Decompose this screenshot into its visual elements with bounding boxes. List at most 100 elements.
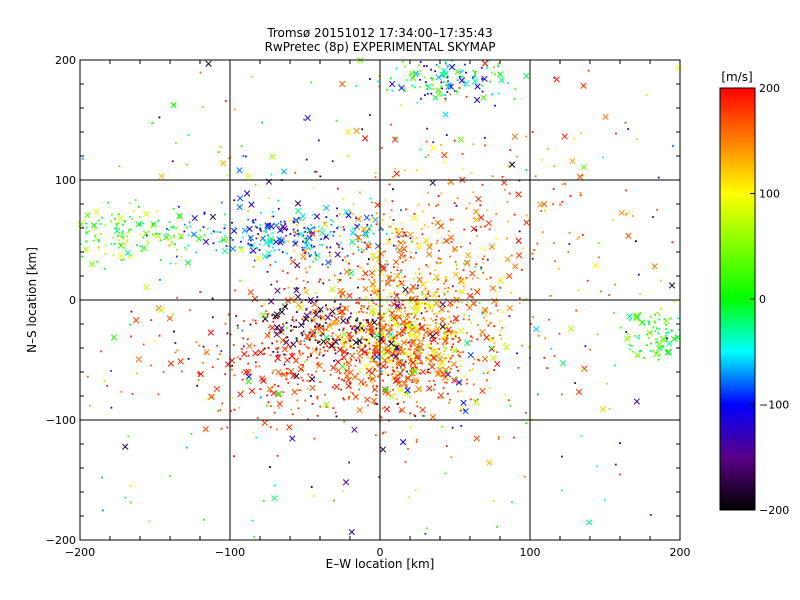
data-point-dot bbox=[174, 262, 177, 265]
data-point-dot bbox=[366, 223, 369, 226]
data-point-dot bbox=[196, 371, 199, 374]
data-point-dot bbox=[401, 276, 403, 279]
data-point-dot bbox=[362, 249, 365, 252]
data-point-dot bbox=[480, 334, 483, 337]
data-point-dot bbox=[533, 249, 535, 251]
data-point-dot bbox=[272, 350, 275, 353]
data-point-dot bbox=[432, 319, 435, 322]
data-point-dot bbox=[429, 330, 432, 332]
data-point-dot bbox=[270, 173, 273, 176]
data-point-dot bbox=[439, 301, 442, 304]
data-point-dot bbox=[490, 71, 493, 74]
data-point-dot bbox=[677, 317, 680, 320]
data-point-dot bbox=[407, 332, 410, 335]
data-point-dot bbox=[429, 295, 431, 297]
data-point-dot bbox=[265, 310, 267, 313]
data-point-dot bbox=[425, 140, 428, 143]
data-point-dot bbox=[393, 291, 396, 294]
data-point-dot bbox=[426, 265, 429, 268]
x-tick-label: 200 bbox=[670, 546, 691, 559]
data-point-dot bbox=[362, 306, 365, 309]
data-point-dot bbox=[371, 297, 373, 299]
data-point-cross bbox=[264, 224, 271, 231]
data-point-dot bbox=[291, 352, 293, 355]
data-point-dot bbox=[663, 318, 666, 321]
data-point-dot bbox=[247, 218, 250, 221]
data-point-dot bbox=[629, 318, 631, 321]
data-point-dot bbox=[241, 378, 244, 381]
data-point-dot bbox=[303, 339, 306, 342]
data-point-dot bbox=[252, 221, 255, 224]
data-point-cross bbox=[288, 295, 295, 303]
data-point-dot bbox=[456, 306, 459, 309]
data-point-dot bbox=[202, 345, 205, 348]
data-point-dot bbox=[443, 350, 446, 353]
data-point-dot bbox=[384, 343, 387, 346]
data-point-cross bbox=[399, 438, 407, 446]
data-point-cross bbox=[110, 334, 118, 341]
data-point-cross bbox=[236, 167, 243, 174]
data-point-dot bbox=[426, 280, 429, 283]
y-tick-label: 100 bbox=[55, 174, 76, 187]
data-point-dot bbox=[398, 385, 401, 388]
data-point-dot bbox=[268, 466, 271, 469]
data-point-dot bbox=[560, 489, 563, 492]
data-point-dot bbox=[187, 134, 190, 136]
data-point-dot bbox=[342, 313, 344, 315]
colorbar-tick-label: −100 bbox=[759, 399, 789, 412]
data-point-dot bbox=[252, 219, 254, 222]
data-point-dot bbox=[226, 332, 229, 335]
data-point-dot bbox=[573, 137, 576, 140]
data-point-dot bbox=[581, 234, 584, 236]
data-point-dot bbox=[446, 381, 448, 384]
data-point-dot bbox=[424, 287, 427, 290]
data-point-dot bbox=[276, 280, 278, 283]
data-point-dot bbox=[558, 332, 561, 335]
data-point-dot bbox=[407, 321, 410, 324]
data-point-dot bbox=[279, 308, 282, 310]
data-point-dot bbox=[326, 350, 329, 352]
data-point-dot bbox=[310, 319, 313, 322]
data-point-dot bbox=[499, 329, 502, 332]
data-point-cross bbox=[158, 173, 165, 180]
data-point-dot bbox=[286, 336, 289, 338]
data-point-dot bbox=[232, 344, 235, 346]
data-point-dot bbox=[393, 350, 396, 353]
data-point-dot bbox=[365, 319, 368, 322]
data-point-dot bbox=[411, 84, 414, 87]
data-point-dot bbox=[294, 171, 297, 174]
data-point-dot bbox=[371, 381, 374, 384]
data-point-cross bbox=[355, 215, 362, 223]
data-point-dot bbox=[369, 114, 371, 116]
data-point-dot bbox=[131, 392, 134, 395]
data-point-dot bbox=[464, 84, 467, 87]
data-point-dot bbox=[301, 334, 304, 337]
data-point-dot bbox=[376, 365, 379, 368]
data-point-cross bbox=[341, 348, 348, 356]
data-point-dot bbox=[169, 475, 171, 477]
data-point-dot bbox=[150, 319, 153, 321]
data-point-cross bbox=[303, 243, 311, 250]
data-point-cross bbox=[506, 304, 513, 312]
data-point-dot bbox=[395, 244, 397, 247]
data-point-cross bbox=[479, 387, 486, 395]
data-point-dot bbox=[406, 392, 409, 395]
data-point-dot bbox=[366, 263, 369, 265]
data-point-dot bbox=[380, 305, 383, 308]
data-point-dot bbox=[558, 267, 560, 270]
data-point-dot bbox=[358, 218, 361, 220]
data-point-dot bbox=[425, 84, 428, 87]
data-point-cross bbox=[208, 393, 215, 401]
data-point-dot bbox=[485, 320, 488, 322]
data-point-dot bbox=[322, 346, 325, 349]
data-point-dot bbox=[332, 306, 335, 309]
data-point-dot bbox=[435, 205, 438, 207]
data-point-dot bbox=[100, 476, 103, 479]
data-point-dot bbox=[444, 472, 447, 475]
data-point-cross bbox=[320, 338, 327, 345]
data-point-dot bbox=[287, 240, 290, 243]
data-point-dot bbox=[671, 241, 674, 244]
data-point-cross bbox=[416, 276, 423, 283]
data-point-dot bbox=[402, 235, 405, 238]
data-point-dot bbox=[409, 354, 412, 357]
